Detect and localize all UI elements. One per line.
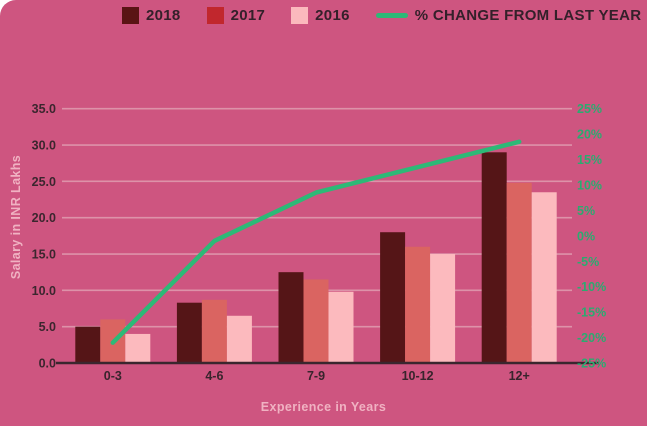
y-axis-tick-label: 5.0 (39, 320, 56, 334)
y2-axis-tick-label: -5% (577, 255, 599, 269)
legend-item-pct-change: % CHANGE FROM LAST YEAR (375, 7, 642, 24)
y-axis-tick-label: 10.0 (32, 284, 56, 298)
y2-axis-tick-label: -20% (577, 331, 606, 345)
y2-axis-tick-label: -15% (577, 306, 606, 320)
y-axis-tick-label: 35.0 (32, 102, 56, 116)
y-axis-tick-label: 0.0 (39, 357, 56, 371)
x-axis-tick-label: 4-6 (205, 369, 223, 383)
pct-change-line (110, 139, 522, 345)
bar-2018-0-3 (75, 326, 101, 363)
y2-axis-tick-label: 15% (577, 153, 602, 167)
legend: 2018 2017 2016 % CHANGE FROM LAST YEAR (122, 7, 641, 24)
bar-2016-7-9 (328, 291, 354, 363)
y2-axis-tick-label: 25% (577, 102, 602, 116)
y2-axis-tick-label: -10% (577, 280, 606, 294)
y-axis-tick-label: 15.0 (32, 248, 56, 262)
y-axis-tick-label: 25.0 (32, 175, 56, 189)
bar-2017-12+ (506, 182, 532, 363)
y2-axis-tick-label: 10% (577, 178, 602, 192)
y2-axis-tick-label: 0% (577, 229, 595, 243)
legend-line-swatch (375, 13, 408, 18)
bar-2017-10-12 (405, 246, 431, 363)
x-axis-tick-label: 7-9 (307, 369, 325, 383)
y2-axis-tick-label: 5% (577, 204, 595, 218)
bar-2016-0-3 (125, 333, 151, 363)
y-axis-title: Salary in INR Lakhs (9, 154, 23, 280)
x-axis-tick-label: 10-12 (402, 369, 434, 383)
y-axis-tick-label: 30.0 (32, 139, 56, 153)
bar-2017-4-6 (201, 299, 227, 363)
x-axis-tick-label: 12+ (509, 369, 530, 383)
bar-2016-4-6 (226, 315, 252, 363)
legend-swatch-2016 (291, 7, 309, 24)
legend-item-2018: 2018 (122, 7, 181, 24)
legend-label-pct-change: % CHANGE FROM LAST YEAR (414, 7, 642, 24)
legend-label-2018: 2018 (146, 7, 181, 24)
legend-label-2017: 2017 (230, 7, 266, 24)
bar-2018-10-12 (380, 232, 406, 363)
y2-axis-tick-label: -25% (577, 357, 606, 371)
legend-label-2016: 2016 (315, 7, 350, 24)
legend-item-2016: 2016 (291, 7, 350, 24)
legend-item-2017: 2017 (206, 7, 266, 24)
bar-2018-4-6 (176, 302, 202, 363)
bar-2017-7-9 (303, 279, 329, 363)
bar-2018-7-9 (278, 272, 304, 363)
y-axis-tick-label: 20.0 (32, 211, 56, 225)
bar-2016-12+ (531, 192, 557, 363)
legend-swatch-2018 (122, 7, 139, 24)
bar-2016-10-12 (430, 254, 456, 363)
bar-2018-12+ (481, 152, 507, 363)
legend-swatch-2017 (206, 7, 224, 24)
y2-axis-tick-label: 20% (577, 128, 602, 142)
x-axis-title: Experience in Years (260, 400, 387, 414)
x-axis-tick-label: 0-3 (104, 369, 122, 383)
